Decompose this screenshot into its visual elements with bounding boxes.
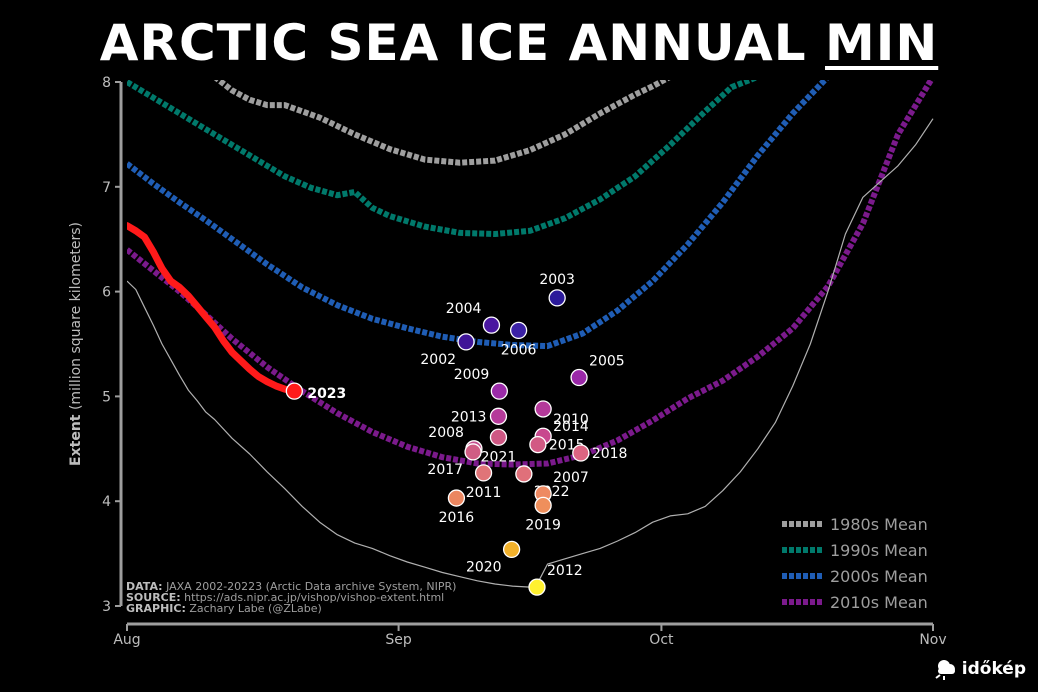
label-2013: 2013 xyxy=(451,409,487,425)
point-2021 xyxy=(489,428,508,446)
label-2012: 2012 xyxy=(547,563,583,579)
label-2002: 2002 xyxy=(420,352,456,368)
x-tick-label: Nov xyxy=(919,632,946,648)
label-2008: 2008 xyxy=(428,425,464,441)
series-2000s-mean xyxy=(127,80,829,350)
y-tick-label: 5 xyxy=(102,389,111,405)
series-lines xyxy=(127,80,935,588)
label-2023: 2023 xyxy=(307,386,346,402)
label-2003: 2003 xyxy=(539,272,575,288)
title-min: MIN xyxy=(825,14,939,72)
point-2003 xyxy=(548,289,566,307)
label-2018: 2018 xyxy=(592,446,628,462)
y-axis-label: Extent (million square kilometers) xyxy=(68,222,84,466)
label-2020: 2020 xyxy=(466,559,502,575)
label-2017: 2017 xyxy=(427,462,463,478)
label-2010: 2010 xyxy=(553,412,589,428)
point-2022 xyxy=(515,465,533,483)
y-tick-label: 7 xyxy=(102,180,111,196)
y-tick-label: 8 xyxy=(102,75,111,91)
legend: 1980s Mean 1990s Mean 2000s Mean 2010s Mean xyxy=(782,515,928,612)
y-tick-label: 3 xyxy=(102,599,111,615)
legend-label: 1980s Mean xyxy=(830,515,928,534)
x-tick-label: Sep xyxy=(385,632,412,648)
legend-label: 1990s Mean xyxy=(830,541,928,560)
source-data: DATA: JAXA 2002-20223 (Arctic Data archi… xyxy=(126,580,456,593)
point-2015 xyxy=(529,435,547,454)
x-tick-label: Oct xyxy=(649,632,674,648)
series-2023 xyxy=(127,222,297,395)
point-2023 xyxy=(285,382,303,400)
point-2014 xyxy=(534,400,552,418)
series-1980s-mean xyxy=(213,80,671,166)
y-tick-label: 4 xyxy=(102,494,111,510)
series-record-low-2012- xyxy=(127,118,934,588)
label-2004: 2004 xyxy=(446,301,482,317)
source-graphic: GRAPHIC: Zachary Labe (@ZLabe) xyxy=(126,602,322,615)
label-2006: 2006 xyxy=(501,342,537,358)
chart-title: ARCTIC SEA ICE ANNUAL MIN xyxy=(99,14,939,72)
source-url: SOURCE: https://ads.nipr.ac.jp/vishop/vi… xyxy=(126,591,444,604)
point-2002 xyxy=(457,333,475,351)
label-2007: 2007 xyxy=(553,470,589,486)
series-2010s-mean xyxy=(127,80,935,468)
label-2019: 2019 xyxy=(525,517,561,533)
series-1990s-mean xyxy=(127,80,758,237)
legend-label: 2000s Mean xyxy=(830,567,928,586)
point-2019 xyxy=(534,496,552,515)
legend-label: 2010s Mean xyxy=(830,593,928,612)
point-2017 xyxy=(464,443,482,461)
point-2009 xyxy=(490,382,508,400)
label-2014: 2014 xyxy=(553,419,589,435)
label-2016: 2016 xyxy=(439,510,475,526)
axes: 3 4 5 6 7 8 Aug Sep Oct Nov Extent (million square… xyxy=(68,75,947,648)
label-2009: 2009 xyxy=(454,367,490,383)
label-2021: 2021 xyxy=(481,449,517,465)
point-2013 xyxy=(489,407,508,425)
point-2004 xyxy=(482,316,501,334)
point-2016 xyxy=(447,489,466,507)
y-tick-label: 6 xyxy=(102,285,111,301)
point-2006 xyxy=(509,321,528,340)
cloud-sun-icon xyxy=(935,660,955,680)
logo-text: időkép xyxy=(961,659,1026,679)
logo: időkép xyxy=(932,656,1026,682)
label-2011: 2011 xyxy=(466,485,502,501)
point-2011 xyxy=(474,464,493,482)
x-tick-label: Aug xyxy=(113,632,140,648)
point-2020 xyxy=(502,540,521,559)
label-2005: 2005 xyxy=(589,354,625,370)
point-2005 xyxy=(570,368,588,387)
point-2012 xyxy=(528,578,546,596)
point-2018 xyxy=(572,444,590,462)
